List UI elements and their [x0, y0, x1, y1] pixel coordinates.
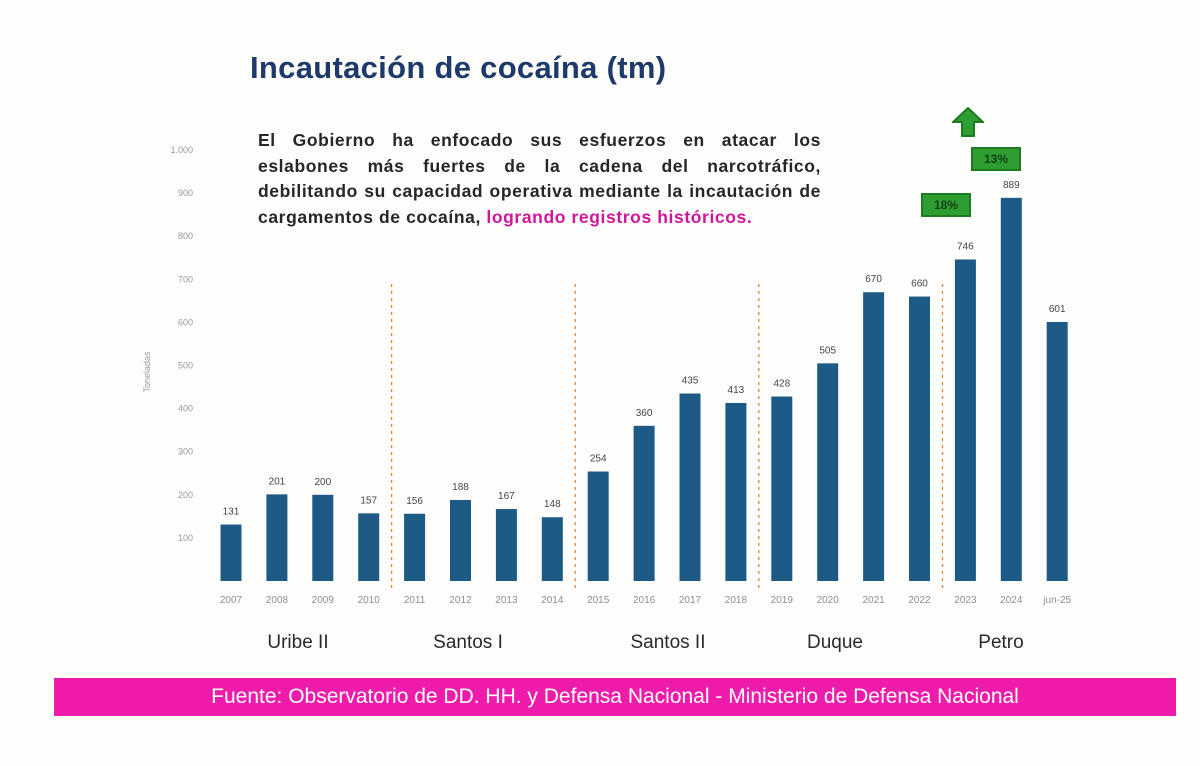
bar-value-label: 201	[269, 476, 286, 487]
bar	[771, 396, 793, 581]
bar	[312, 494, 334, 581]
x-tick-label: 2010	[358, 595, 381, 606]
bar-value-label: 670	[865, 274, 882, 285]
x-tick-label: 2014	[541, 595, 564, 606]
bar	[587, 471, 609, 581]
bar-value-label: 148	[544, 499, 561, 510]
y-tick-label: 300	[178, 447, 193, 457]
chart-title: Incautación de cocaína (tm)	[250, 50, 667, 85]
growth-badge-2024: 13%	[971, 147, 1021, 171]
x-tick-label: 2011	[404, 595, 426, 606]
period-label-duque: Duque	[807, 632, 863, 653]
x-tick-label: 2013	[495, 595, 518, 606]
bar	[404, 513, 426, 581]
x-tick-label: 2012	[449, 595, 472, 606]
description-body: El Gobierno ha enfocado sus esfuerzos en…	[258, 130, 821, 227]
y-tick-label: 200	[178, 490, 193, 500]
bar	[450, 499, 471, 581]
bar	[541, 517, 563, 581]
x-tick-label: 2018	[725, 595, 748, 606]
bar	[633, 425, 655, 581]
y-tick-label: 400	[178, 404, 193, 414]
bar-value-label: 157	[360, 495, 377, 506]
x-tick-label: 2022	[908, 595, 931, 606]
bars	[220, 197, 1068, 581]
x-tick-label: 2007	[220, 595, 243, 606]
bar	[817, 363, 839, 581]
bar-value-label: 428	[773, 379, 790, 390]
x-tick-label: 2016	[633, 595, 656, 606]
bar-value-label: 746	[957, 241, 974, 252]
x-tick-label: 2019	[771, 595, 794, 606]
bar	[863, 292, 885, 581]
description-highlight: logrando registros históricos.	[486, 206, 753, 227]
bar	[725, 402, 747, 581]
period-label-petro: Petro	[978, 632, 1024, 653]
bar	[358, 513, 380, 581]
description-text: El Gobierno ha enfocado sus esfuerzos en…	[258, 128, 821, 230]
x-tick-label: 2008	[266, 595, 289, 606]
bar-value-label: 131	[223, 507, 240, 518]
x-tick-label: 2015	[587, 595, 610, 606]
period-dividers	[391, 284, 944, 590]
bar-value-label: 889	[1003, 180, 1020, 191]
x-tick-label: jun-25	[1042, 595, 1071, 606]
bar	[266, 494, 288, 581]
x-tick-label: 2021	[862, 595, 885, 606]
bar	[1046, 321, 1068, 581]
period-label-uribe-ii: Uribe II	[267, 632, 329, 653]
bar	[679, 393, 701, 581]
y-tick-label: 700	[178, 274, 193, 284]
bar	[495, 509, 517, 581]
bar-value-label: 360	[636, 408, 653, 419]
bar	[954, 259, 976, 581]
bar-value-label: 254	[590, 454, 607, 465]
y-tick-label: 600	[178, 317, 193, 327]
x-tick-label: 2017	[679, 595, 702, 606]
up-arrow-icon	[952, 107, 984, 137]
x-tick-label: 2009	[312, 595, 335, 606]
growth-badge-2023: 18%	[921, 193, 971, 217]
bar	[1000, 197, 1022, 581]
period-label-santos-i: Santos I	[433, 632, 503, 653]
x-tick-label: 2020	[817, 595, 840, 606]
y-tick-label: 900	[178, 188, 193, 198]
bar-value-label: 200	[314, 477, 331, 488]
bar-value-label: 156	[406, 496, 423, 507]
bar-value-label: 435	[682, 376, 699, 387]
y-tick-label: 1.000	[170, 145, 193, 155]
source-banner: Fuente: Observatorio de DD. HH. y Defens…	[54, 678, 1176, 716]
x-tick-label: 2024	[1000, 595, 1023, 606]
x-axis: 2007 2008 2009 2010 2011 2012 2013 2014 2015 2016…	[220, 595, 1072, 606]
bar-value-label: 505	[819, 345, 836, 356]
y-axis-label: Toneladas	[142, 351, 152, 393]
bar-value-label: 660	[911, 279, 928, 290]
bar-value-label: 188	[452, 482, 469, 493]
bar-value-label: 413	[728, 385, 745, 396]
bar	[220, 524, 242, 581]
period-label-santos-ii: Santos II	[630, 632, 706, 653]
y-tick-label: 100	[178, 533, 193, 543]
y-axis: 100 200 300 400 500 600 700 800 900 1.000 Tonelada…	[142, 145, 193, 543]
y-tick-label: 800	[178, 231, 193, 241]
x-tick-label: 2023	[954, 595, 977, 606]
bar	[909, 296, 930, 581]
y-tick-label: 500	[178, 361, 193, 371]
source-text: Fuente: Observatorio de DD. HH. y Defens…	[211, 685, 1019, 708]
bar-value-labels: 131 201 200 157 156 188 167 148 254 360 435 413 428 5…	[223, 180, 1066, 518]
bar-value-label: 601	[1049, 304, 1066, 315]
bar-value-label: 167	[498, 491, 515, 502]
